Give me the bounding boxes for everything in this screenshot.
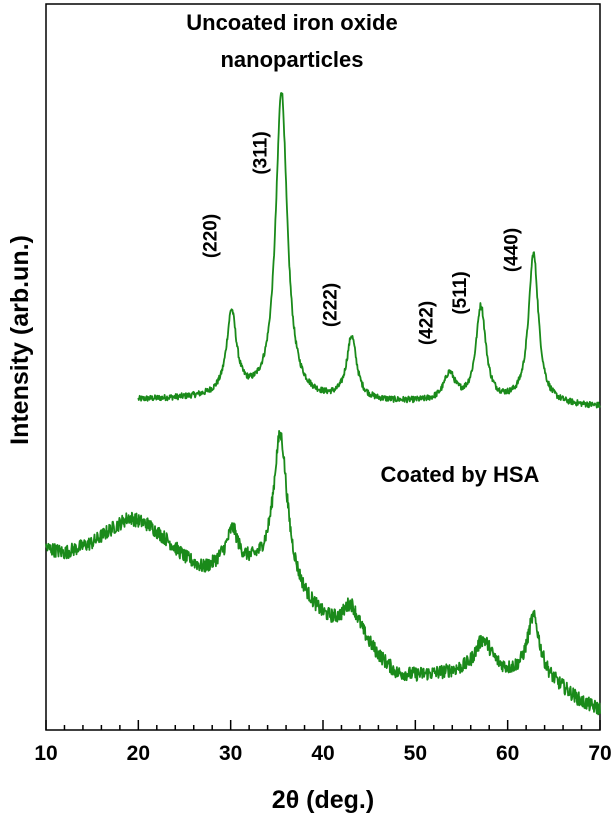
series-line-2 <box>45 429 601 716</box>
annotation-coated: Coated by HSA <box>381 462 540 487</box>
peak-label: (511) <box>450 271 471 314</box>
x-tick-label: 70 <box>588 742 611 765</box>
peak-label: (311) <box>250 131 271 174</box>
peak-label: (220) <box>201 214 222 258</box>
peak-label: (222) <box>321 283 342 327</box>
peak-label: (422) <box>417 301 438 345</box>
peak-labels: (220) (311) (222) (422) (511) (440) <box>201 131 523 345</box>
annotation-uncoated-line2: nanoparticles <box>220 47 363 72</box>
x-tick-label: 50 <box>404 742 427 765</box>
plot-border <box>45 3 601 731</box>
x-tick-label: 40 <box>311 742 334 765</box>
x-tick-label: 10 <box>34 742 57 765</box>
plot-frame <box>45 3 601 731</box>
series-layer <box>45 92 601 716</box>
x-tick-label: 20 <box>127 742 150 765</box>
annotation-uncoated-line1: Uncoated iron oxide <box>186 10 397 35</box>
x-tick-label: 30 <box>219 742 242 765</box>
x-axis-ticks: 10 20 30 40 50 60 70 <box>34 720 612 765</box>
x-tick-label: 60 <box>496 742 519 765</box>
peak-label: (440) <box>502 228 523 272</box>
y-axis-title: Intensity (arb.un.) <box>6 235 34 445</box>
series-line-1 <box>137 92 601 409</box>
x-axis-title: 2θ (deg.) <box>272 786 374 814</box>
